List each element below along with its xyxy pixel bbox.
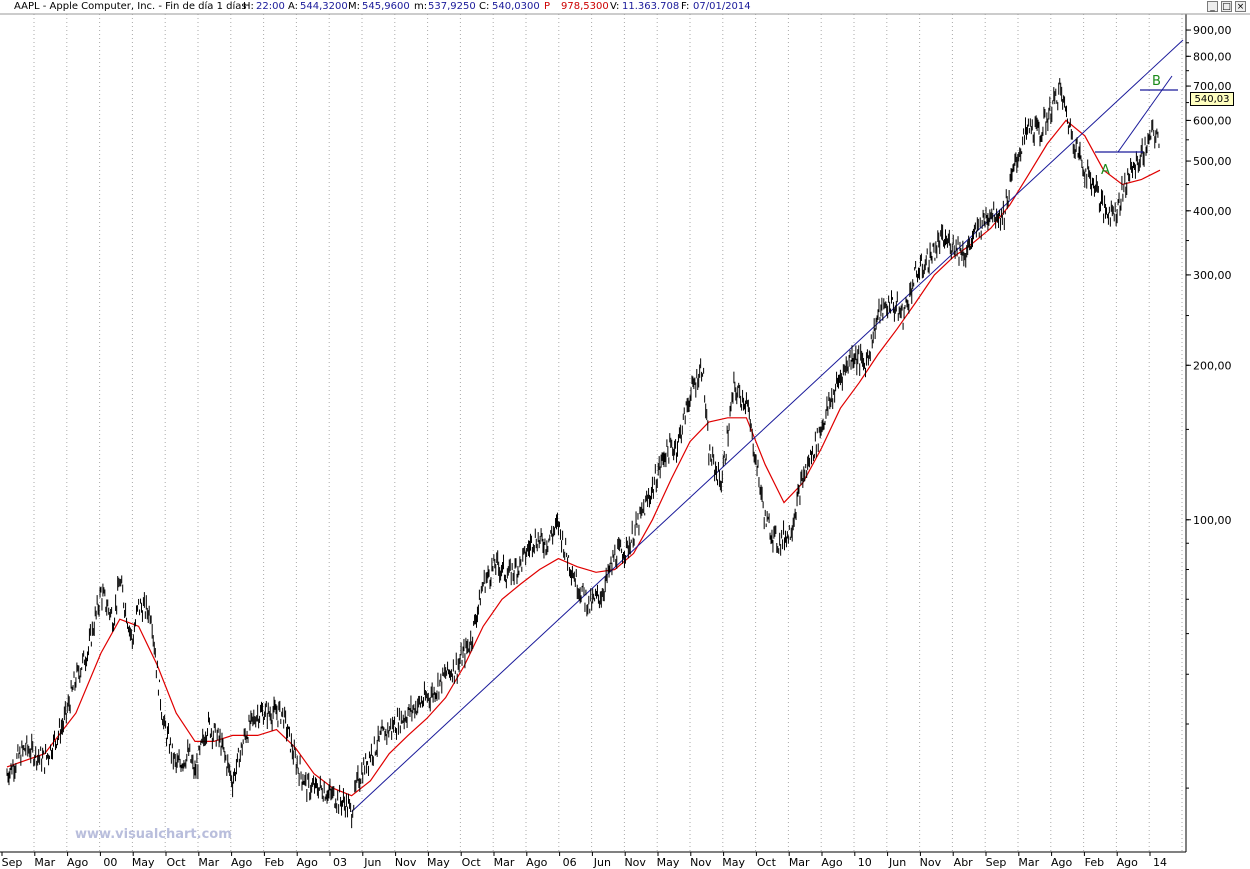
header-v-value: 11.363.708 [622, 1, 680, 12]
header-p-label: P [544, 1, 551, 12]
date-tick-label: 14 [1153, 856, 1167, 869]
price-tick-label: 800,00 [1193, 50, 1232, 63]
date-tick-label: Mar [789, 856, 810, 869]
price-tick-label: 700,00 [1193, 80, 1232, 93]
date-tick-label: Mar [494, 856, 515, 869]
date-tick-label: May [132, 856, 155, 869]
annotation-layer: AB [1095, 74, 1178, 178]
last-price-tag: 540,03 [1190, 92, 1234, 106]
maximize-button[interactable]: □ [1221, 1, 1232, 12]
header-v-label: V: [610, 1, 620, 12]
long-term-trendline [351, 39, 1184, 812]
header-m2-label: m: [414, 1, 428, 12]
price-tick-label: 600,00 [1193, 114, 1232, 127]
date-tick-label: Ago [1117, 856, 1139, 869]
date-tick-label: Ago [67, 856, 89, 869]
header-h-label: H: [243, 1, 254, 12]
date-tick-label: Oct [757, 856, 777, 869]
date-tick-label: May [722, 856, 745, 869]
date-tick-label: Ago [297, 856, 319, 869]
header-a-value: 544,3200 [300, 1, 348, 12]
vertical-gridlines [33, 14, 1183, 852]
date-tick-label: Jun [888, 856, 906, 869]
trendline-layer [351, 39, 1184, 812]
date-tick-label: 03 [333, 856, 347, 869]
date-tick-label: Sep [986, 856, 1007, 869]
date-tick-label: Mar [198, 856, 219, 869]
price-tick-label: 100,00 [1193, 514, 1232, 527]
header-p-value: 978,5300 [561, 1, 609, 12]
date-tick-label: Oct [166, 856, 186, 869]
header-h-value: 22:00 [256, 1, 285, 12]
date-tick-label: Mar [1018, 856, 1039, 869]
header-f-value: 07/01/2014 [693, 1, 751, 12]
date-tick-label: 10 [858, 856, 872, 869]
date-tick-label: Nov [690, 856, 712, 869]
close-button[interactable]: × [1235, 1, 1246, 12]
date-tick-label: May [657, 856, 680, 869]
moving-average-line [6, 119, 1161, 797]
price-tick-label: 500,00 [1193, 155, 1232, 168]
date-tick-label: Abr [954, 856, 974, 869]
header-m2-value: 537,9250 [428, 1, 476, 12]
header-c-label: C: [479, 1, 490, 12]
price-tick-label: 300,00 [1193, 269, 1232, 282]
header-m-label: M: [348, 1, 360, 12]
date-tick-label: Jun [593, 856, 611, 869]
date-tick-label: Mar [34, 856, 55, 869]
watermark: www.visualchart.com [75, 827, 232, 842]
header-a-label: A: [288, 1, 299, 12]
date-axis: Sep Mar Ago 00 May Oct Mar Ago Feb Ago 03 Jun Nov May… [0, 13, 1250, 869]
date-tick-label: Feb [1085, 856, 1104, 869]
header-bar: AAPL - Apple Computer, Inc. - Fin de día… [0, 0, 1250, 15]
date-tick-label: Jun [363, 856, 381, 869]
date-tick-label: Nov [624, 856, 646, 869]
date-tick-label: Ago [526, 856, 548, 869]
date-tick-label: Sep [2, 856, 23, 869]
date-tick-label: Nov [395, 856, 417, 869]
annotation-a: A [1101, 163, 1110, 178]
date-tick-label: Ago [1051, 856, 1073, 869]
date-tick-label: Feb [265, 856, 284, 869]
header-f-label: F: [681, 1, 690, 12]
price-tick-label: 200,00 [1193, 359, 1232, 372]
short-term-trendline [1117, 75, 1173, 153]
date-tick-label: May [427, 856, 450, 869]
date-tick-label: 06 [563, 856, 577, 869]
header-c-value: 540,0300 [492, 1, 540, 12]
date-tick-label: Ago [821, 856, 843, 869]
annotation-b: B [1152, 74, 1161, 89]
minimize-button[interactable]: _ [1207, 1, 1218, 12]
price-bars-layer [6, 78, 1160, 829]
moving-average-layer [6, 119, 1161, 797]
date-tick-label: Ago [231, 856, 253, 869]
header-title: AAPL - Apple Computer, Inc. - Fin de día… [14, 1, 247, 12]
date-tick-label: Oct [462, 856, 482, 869]
price-tick-label: 400,00 [1193, 205, 1232, 218]
header-m-value: 545,9600 [362, 1, 410, 12]
price-tick-label: 900,00 [1193, 24, 1232, 37]
price-axis: 900,00 800,00 700,00 600,00 500,00 400,00 300,… [1185, 14, 1232, 852]
date-tick-label: Nov [920, 856, 942, 869]
date-tick-label: 00 [103, 856, 117, 869]
